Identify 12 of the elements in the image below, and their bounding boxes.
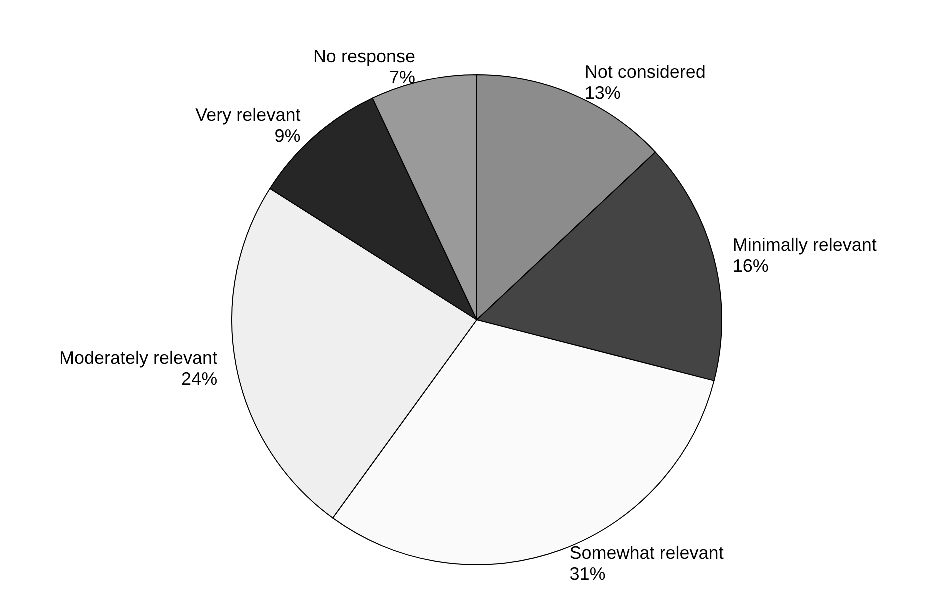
data-label: 31%	[570, 564, 606, 584]
slice-label: No response	[313, 46, 416, 67]
slice-label: Very relevant	[196, 105, 301, 126]
slice-label: Somewhat relevant	[570, 543, 724, 564]
data-label: 16%	[732, 256, 769, 276]
data-label: 13%	[584, 82, 621, 103]
data-label: 24%	[182, 369, 218, 390]
slice-label: Not considered	[584, 62, 706, 82]
slice-label: Minimally relevant	[732, 235, 877, 256]
data-label: 7%	[389, 68, 416, 88]
slice-label: Moderately relevant	[59, 348, 218, 368]
data-label: 9%	[274, 126, 301, 146]
